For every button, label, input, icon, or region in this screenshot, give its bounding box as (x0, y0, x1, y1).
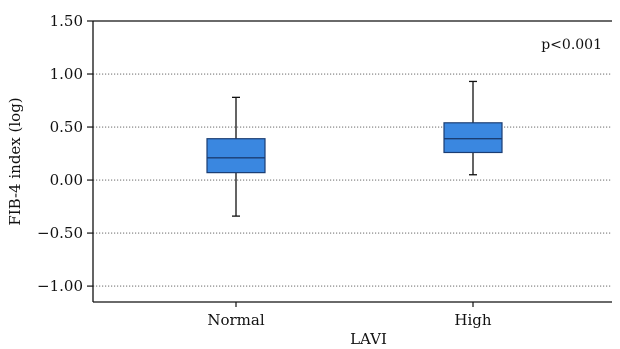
y-axis-title: FIB-4 index (log) (6, 97, 24, 225)
iqr-box (443, 122, 503, 154)
x-tick-label: High (454, 311, 491, 329)
box-high (443, 80, 503, 176)
y-tick-label: 1.00 (50, 65, 83, 83)
gridlines (93, 73, 612, 287)
y-tick-label: −1.00 (37, 277, 83, 295)
p-value-annotation: p<0.001 (541, 37, 602, 53)
y-tick-label: 1.50 (50, 12, 83, 30)
x-tick-label: Normal (207, 311, 264, 329)
y-tick-label: 0.00 (50, 171, 83, 189)
iqr-box (206, 138, 266, 174)
labels: FIB-4 index (log) LAVI p<0.001 (6, 37, 602, 348)
axes: 1.50 1.00 0.50 0.00 −0.50 −1.00 Normal High (37, 12, 612, 329)
y-tick-label: −0.50 (37, 224, 83, 242)
y-tick-label: 0.50 (50, 118, 83, 136)
box-normal (206, 96, 266, 217)
x-axis-title: LAVI (350, 330, 387, 348)
boxes (206, 80, 503, 217)
